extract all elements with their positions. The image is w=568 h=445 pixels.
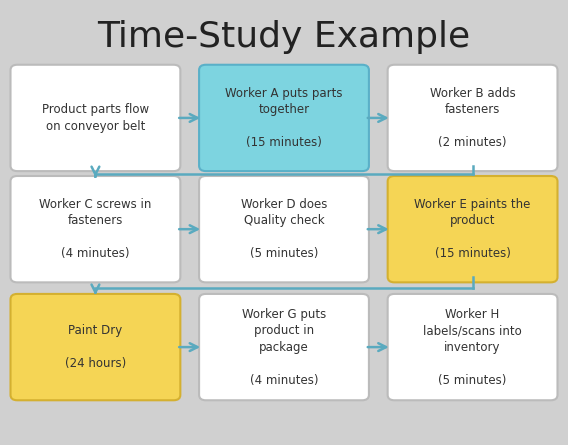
FancyBboxPatch shape [387, 65, 557, 171]
Text: Worker E paints the
product

(15 minutes): Worker E paints the product (15 minutes) [415, 198, 531, 260]
FancyBboxPatch shape [199, 176, 369, 283]
FancyBboxPatch shape [199, 294, 369, 400]
Text: Product parts flow
on conveyor belt: Product parts flow on conveyor belt [42, 103, 149, 133]
Text: Time-Study Example: Time-Study Example [98, 20, 470, 54]
FancyBboxPatch shape [10, 176, 181, 283]
Text: Worker C screws in
fasteners

(4 minutes): Worker C screws in fasteners (4 minutes) [39, 198, 152, 260]
FancyBboxPatch shape [10, 294, 181, 400]
FancyBboxPatch shape [387, 176, 557, 283]
Text: Worker B adds
fasteners

(2 minutes): Worker B adds fasteners (2 minutes) [430, 87, 515, 149]
Text: Worker H
labels/scans into
inventory

(5 minutes): Worker H labels/scans into inventory (5 … [423, 307, 522, 387]
Text: Worker A puts parts
together

(15 minutes): Worker A puts parts together (15 minutes… [225, 87, 343, 149]
FancyBboxPatch shape [387, 294, 557, 400]
FancyBboxPatch shape [10, 65, 181, 171]
Text: Paint Dry

(24 hours): Paint Dry (24 hours) [65, 324, 126, 370]
Text: Worker D does
Quality check

(5 minutes): Worker D does Quality check (5 minutes) [241, 198, 327, 260]
FancyBboxPatch shape [199, 65, 369, 171]
Text: Worker G puts
product in
package

(4 minutes): Worker G puts product in package (4 minu… [242, 307, 326, 387]
